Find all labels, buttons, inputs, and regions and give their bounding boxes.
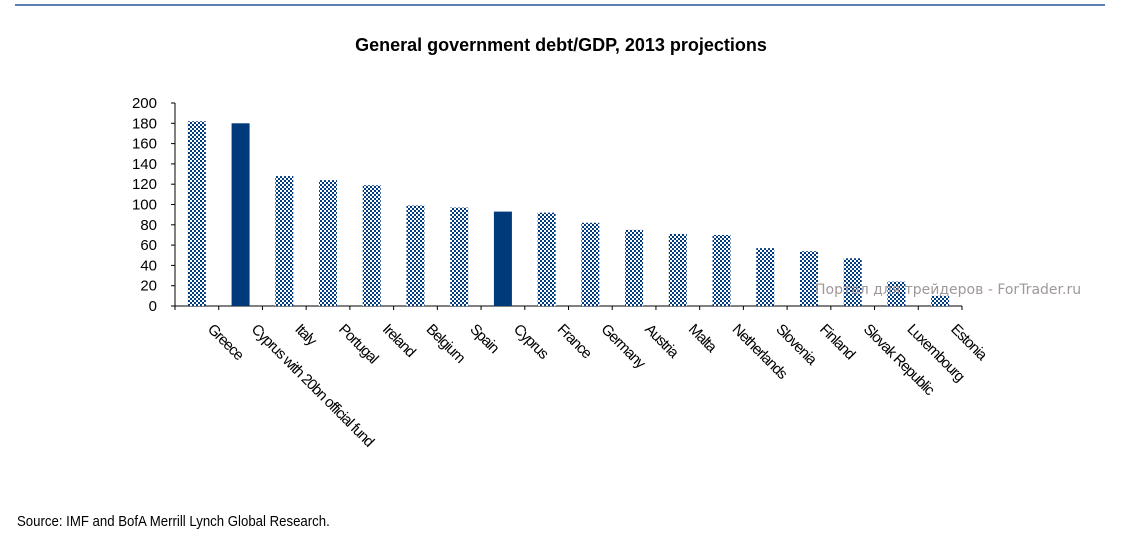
- x-tick-label: Malta: [685, 321, 721, 357]
- bar-france: [537, 212, 556, 306]
- x-tick-label: Austria: [641, 321, 682, 362]
- y-tick-label: 160: [132, 136, 157, 153]
- bar-austria: [625, 229, 644, 306]
- y-tick-label: 200: [132, 95, 157, 112]
- bar-portugal: [319, 180, 338, 306]
- source-note: Source: IMF and BofA Merrill Lynch Globa…: [17, 513, 330, 530]
- bar-spain: [450, 207, 469, 306]
- bar-finland: [799, 251, 818, 306]
- x-tick-label: Cyprus: [510, 321, 552, 363]
- watermark: Портал для трейдеров - ForTrader.ru: [815, 282, 1081, 298]
- x-tick-label: Portugal: [335, 321, 381, 367]
- bar-estonia: [931, 295, 950, 306]
- bar-slovenia: [756, 248, 775, 306]
- x-tick-label: Germany: [598, 321, 650, 373]
- x-tick-label: Finland: [816, 321, 858, 363]
- y-tick-label: 140: [132, 156, 157, 173]
- y-tick-label: 40: [140, 257, 157, 274]
- bar-italy: [275, 176, 294, 306]
- y-tick-label: 20: [140, 278, 157, 295]
- x-tick-label: Italy: [291, 321, 320, 350]
- header-rule: [15, 4, 1105, 6]
- bar-belgium: [406, 205, 425, 306]
- y-tick-label: 0: [149, 298, 157, 315]
- y-tick-label: 60: [140, 237, 157, 254]
- bar-cyprus: [493, 211, 512, 306]
- x-tick-label: Belgium: [423, 321, 469, 367]
- y-tick-label: 120: [132, 176, 157, 193]
- bar-luxembourg: [887, 281, 906, 306]
- y-tick-label: 180: [132, 115, 157, 132]
- y-tick-label: 80: [140, 217, 157, 234]
- x-tick-label: Greece: [204, 321, 247, 364]
- bar-slovak-republic: [843, 258, 862, 306]
- bar-cyprus-with-20bn-official-fund: [231, 123, 250, 306]
- x-tick-label: Ireland: [379, 321, 419, 361]
- bar-germany: [581, 222, 600, 306]
- bar-netherlands: [712, 234, 731, 306]
- x-tick-label: France: [554, 321, 595, 362]
- x-tick-label: Spain: [466, 321, 502, 357]
- bar-ireland: [362, 185, 381, 306]
- bar-greece: [187, 121, 206, 307]
- chart-title: General government debt/GDP, 2013 projec…: [355, 35, 767, 55]
- y-tick-label: 100: [132, 197, 157, 214]
- bar-malta: [668, 233, 687, 306]
